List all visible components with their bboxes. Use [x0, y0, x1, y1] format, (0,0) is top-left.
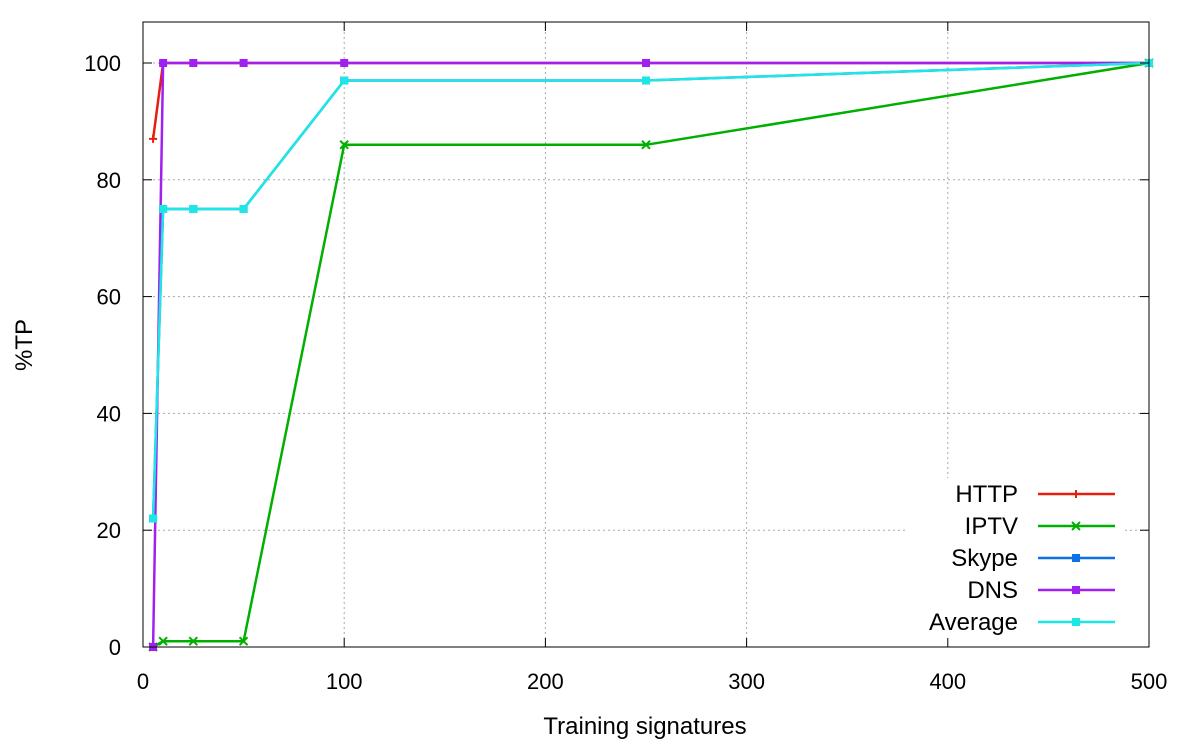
legend-marker-http [1072, 490, 1080, 498]
x-axis-title: Training signatures [543, 713, 746, 740]
data-point-dns [189, 59, 198, 67]
data-point-dns [159, 59, 168, 67]
legend-label-dns: DNS [967, 577, 1018, 604]
data-point-iptv [339, 140, 349, 150]
legend: HTTP IPTV Skype DNS Average [929, 481, 1115, 636]
data-point-average [642, 76, 650, 85]
series-iptv [148, 58, 1154, 652]
grid-lines [143, 22, 1149, 647]
x-tick-label: 100 [326, 669, 363, 694]
x-tick-label: 300 [728, 669, 765, 694]
y-axis-title: %TP [11, 319, 38, 371]
x-tick-label: 400 [929, 669, 966, 694]
axis-ticks: 0 20 40 60 80 100 0 100 200 300 400 500 [84, 22, 1167, 694]
data-point-iptv [188, 636, 199, 646]
x-tick-label: 500 [1131, 669, 1168, 694]
data-point-dns [340, 59, 349, 67]
data-point-dns [642, 59, 650, 67]
y-tick-label: 0 [109, 635, 121, 660]
y-tick-label: 60 [97, 285, 121, 310]
y-tick-label: 40 [97, 401, 121, 426]
data-point-iptv [158, 636, 168, 646]
legend-marker-dns [1072, 586, 1080, 594]
legend-marker-iptv [1071, 521, 1081, 531]
x-tick-label: 0 [137, 669, 149, 694]
x-tick-label: 200 [527, 669, 564, 694]
data-point-average [189, 205, 198, 213]
data-point-iptv [641, 140, 651, 150]
legend-label-http: HTTP [955, 481, 1018, 508]
y-tick-label: 100 [84, 51, 121, 76]
y-tick-label: 20 [97, 518, 121, 543]
legend-label-average: Average [929, 609, 1018, 636]
legend-label-iptv: IPTV [965, 513, 1018, 540]
y-tick-label: 80 [97, 168, 121, 193]
data-point-average [340, 76, 349, 85]
legend-marker-average [1072, 618, 1080, 626]
data-point-dns [239, 59, 248, 67]
data-point-average [159, 205, 168, 213]
data-point-average [149, 514, 158, 523]
legend-label-skype: Skype [951, 545, 1018, 572]
data-point-average [239, 205, 248, 213]
legend-marker-skype [1072, 554, 1080, 562]
data-point-http [149, 134, 158, 143]
plot-frame [142, 21, 1150, 648]
data-point-iptv [238, 636, 249, 646]
